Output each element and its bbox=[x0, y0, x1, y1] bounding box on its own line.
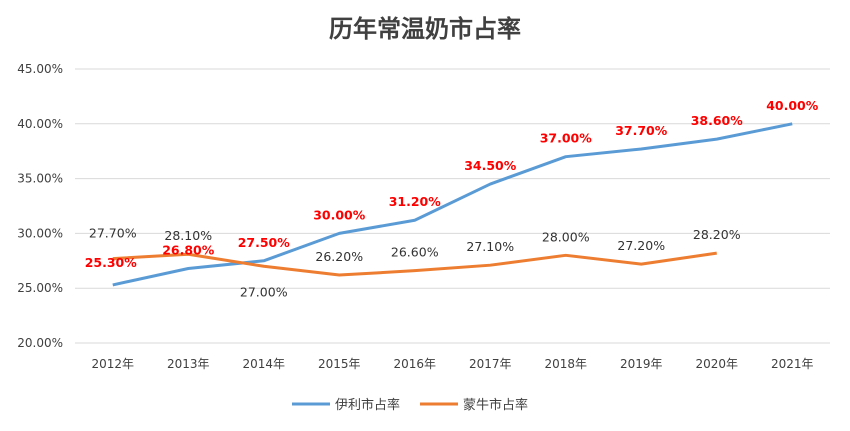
y-tick-label: 40.00% bbox=[17, 117, 63, 131]
data-label: 30.00% bbox=[313, 207, 366, 222]
data-label: 27.70% bbox=[89, 226, 137, 241]
x-tick-label: 2021年 bbox=[771, 357, 814, 371]
y-tick-label: 35.00% bbox=[17, 172, 63, 186]
data-label: 37.00% bbox=[540, 131, 593, 146]
y-tick-label: 30.00% bbox=[17, 226, 63, 240]
data-label: 27.10% bbox=[466, 239, 514, 254]
x-tick-label: 2020年 bbox=[695, 357, 738, 371]
x-tick-label: 2018年 bbox=[544, 357, 587, 371]
data-label: 28.10% bbox=[164, 228, 212, 243]
data-label: 27.00% bbox=[240, 284, 288, 299]
data-label: 38.60% bbox=[691, 113, 744, 128]
data-label: 34.50% bbox=[464, 158, 517, 173]
chart-title: 历年常温奶市占率 bbox=[329, 14, 521, 43]
data-label: 31.20% bbox=[389, 194, 442, 209]
data-label: 26.60% bbox=[391, 245, 439, 260]
x-tick-label: 2013年 bbox=[167, 357, 210, 371]
x-tick-label: 2019年 bbox=[620, 357, 663, 371]
data-label: 28.00% bbox=[542, 229, 590, 244]
data-label: 25.30% bbox=[85, 255, 138, 270]
legend-entry: 蒙牛市占率 bbox=[463, 397, 528, 413]
data-label: 27.20% bbox=[617, 238, 665, 253]
y-tick-label: 25.00% bbox=[17, 281, 63, 295]
x-tick-label: 2017年 bbox=[469, 357, 512, 371]
y-tick-label: 20.00% bbox=[17, 336, 63, 350]
legend-entry: 伊利市占率 bbox=[335, 397, 400, 413]
data-label: 26.20% bbox=[315, 249, 363, 264]
data-label: 28.20% bbox=[693, 227, 741, 242]
data-label: 40.00% bbox=[766, 98, 819, 113]
x-tick-label: 2014年 bbox=[242, 357, 285, 371]
x-tick-label: 2015年 bbox=[318, 357, 361, 371]
data-label: 37.70% bbox=[615, 123, 668, 138]
series-line-yili bbox=[112, 122, 793, 287]
series-line-mengniu bbox=[112, 251, 717, 277]
data-label: 27.50% bbox=[238, 235, 291, 250]
data-label: 26.80% bbox=[162, 242, 215, 257]
x-tick-label: 2016年 bbox=[393, 357, 436, 371]
x-tick-label: 2012年 bbox=[91, 357, 134, 371]
y-tick-label: 45.00% bbox=[17, 62, 63, 76]
